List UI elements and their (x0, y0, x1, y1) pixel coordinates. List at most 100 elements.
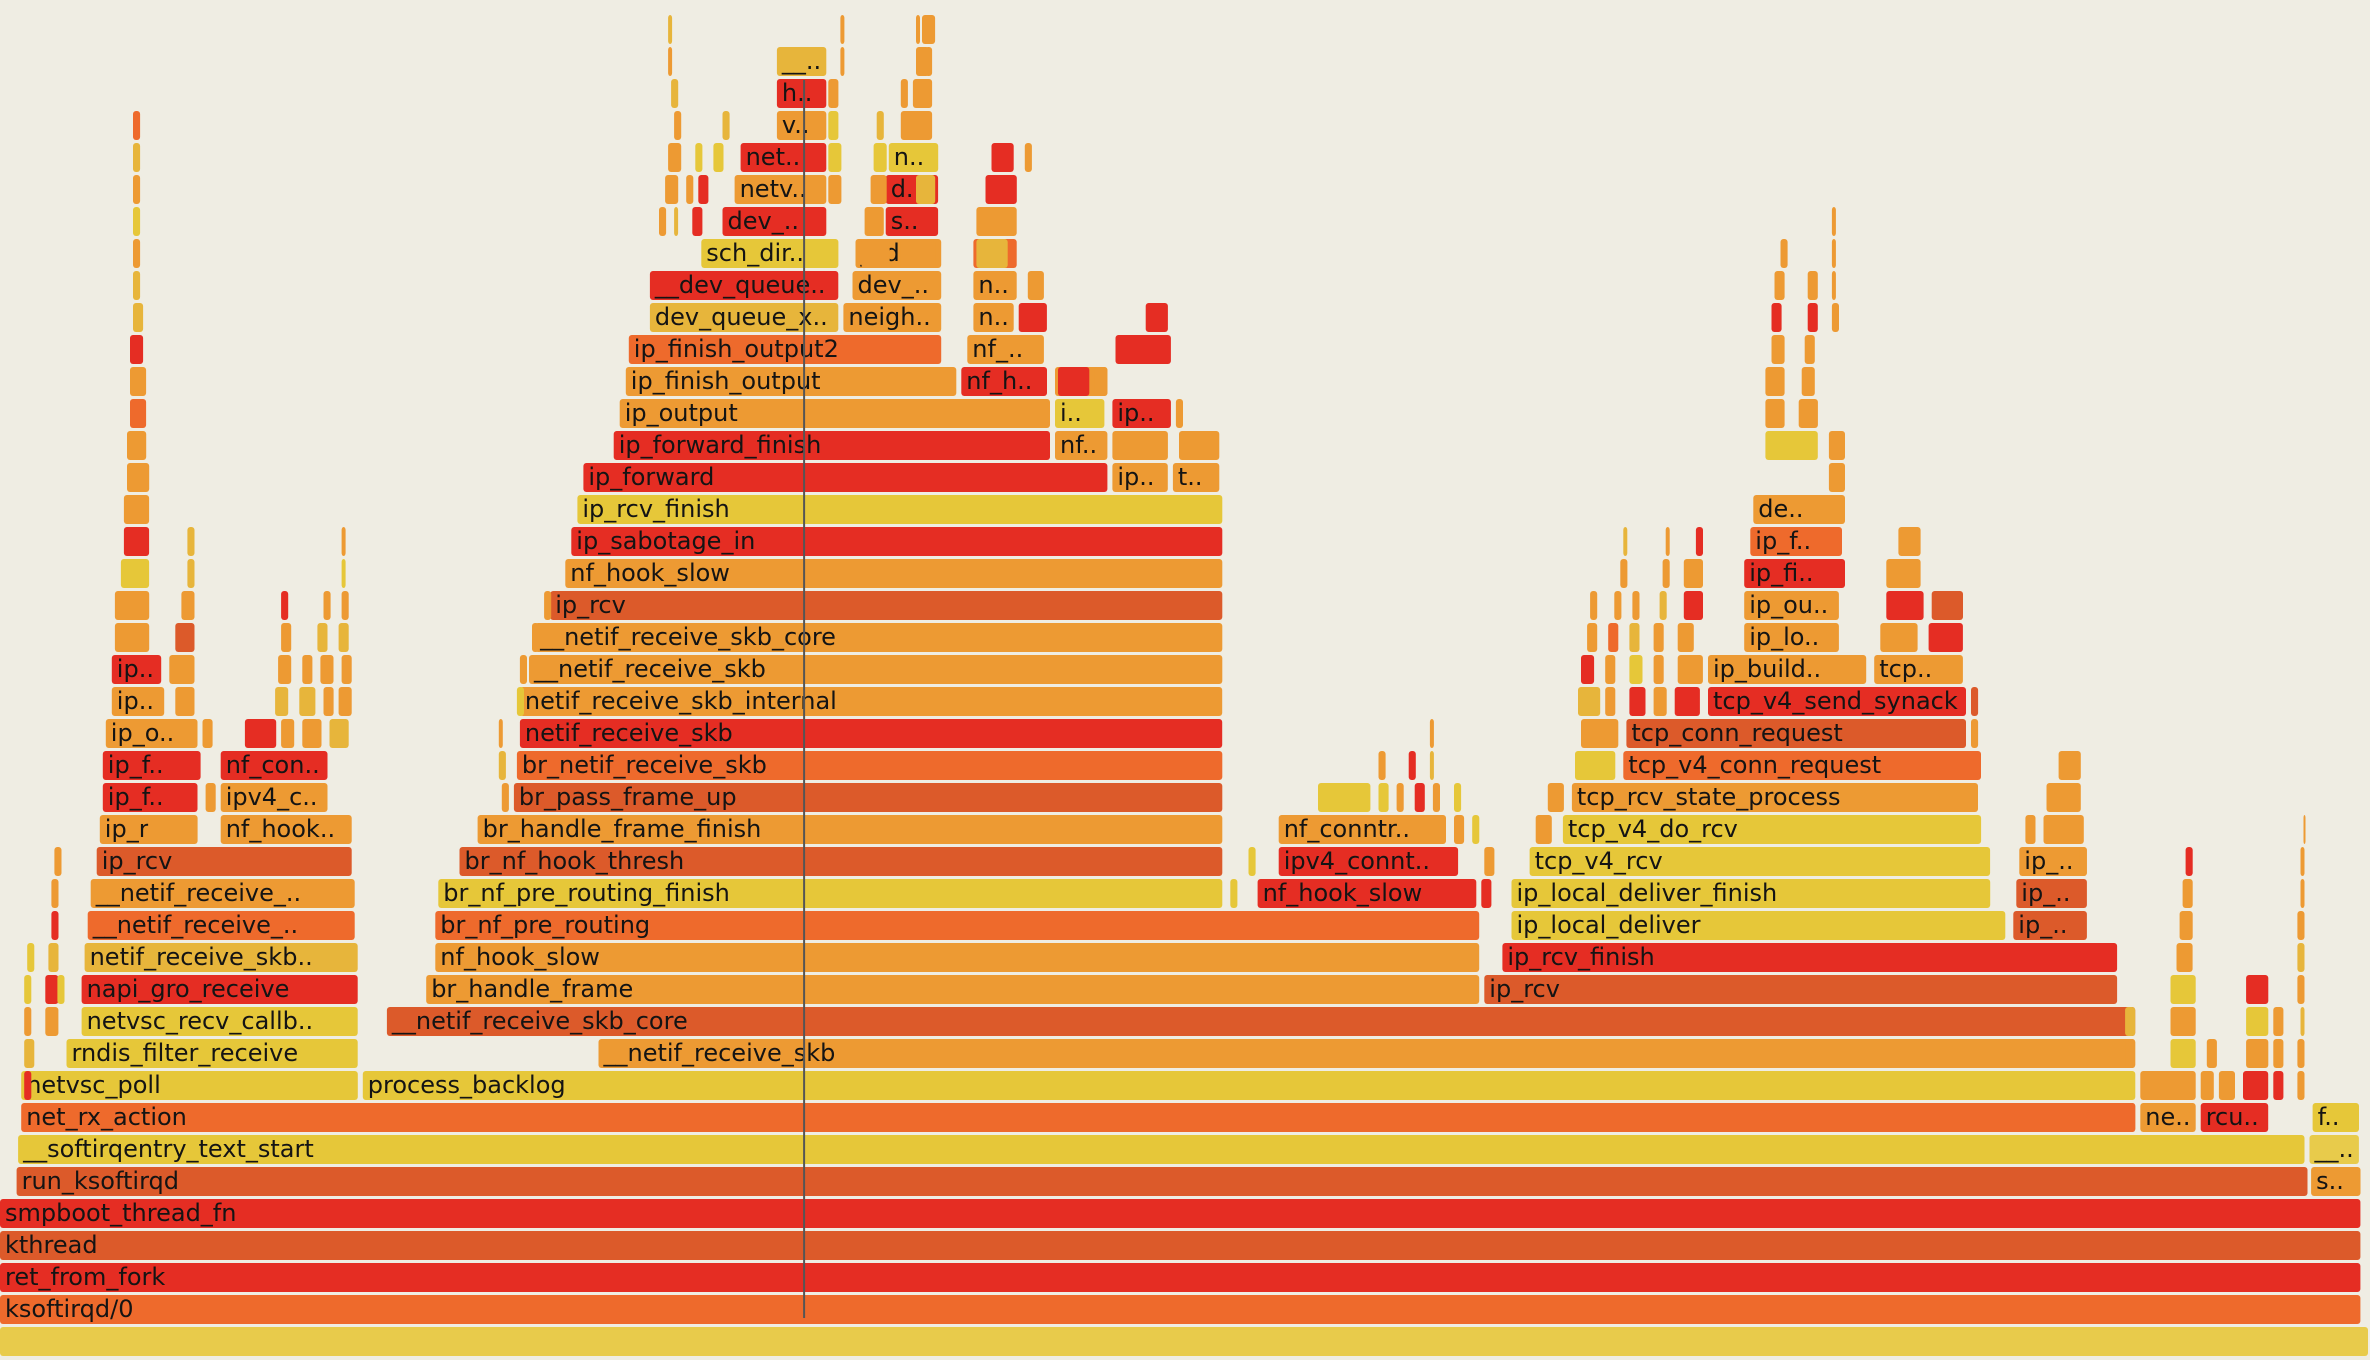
frame-rect[interactable] (341, 655, 352, 684)
frame-rect[interactable] (2176, 943, 2193, 972)
frame-ip-o-[interactable]: ip_o.. (105, 719, 198, 748)
frame-rect[interactable] (843, 303, 942, 332)
frame-unlabeled[interactable] (519, 655, 527, 684)
frame-f-[interactable]: f.. (2312, 1103, 2359, 1132)
frame-rect[interactable] (885, 207, 939, 236)
frame-rect[interactable] (1511, 911, 2006, 940)
frame-t-[interactable]: t.. (1172, 463, 1220, 492)
frame-rect[interactable] (18, 1135, 2305, 1164)
frame-napi-gro-receive[interactable]: napi_gro_receive (81, 975, 358, 1004)
frame-unlabeled[interactable] (900, 239, 936, 268)
frame-nf-hook-slow[interactable]: nf_hook_slow (1257, 879, 1477, 908)
frame-rect[interactable] (828, 175, 842, 204)
frame--softirqentry-text-start[interactable]: __softirqentry_text_start (18, 1135, 2305, 1164)
frame-rect[interactable] (0, 1263, 2361, 1292)
frame-n-[interactable]: n.. (888, 143, 939, 172)
frame-unlabeled[interactable] (876, 111, 884, 140)
frame-rect[interactable] (1481, 879, 1492, 908)
frame-rect[interactable] (66, 1039, 358, 1068)
frame-unlabeled[interactable] (130, 335, 144, 364)
frame-rect[interactable] (341, 591, 349, 620)
frame-rect[interactable] (338, 623, 349, 652)
frame-unlabeled[interactable] (668, 15, 673, 44)
frame-rect[interactable] (1708, 655, 1867, 684)
frame-rect[interactable] (2179, 911, 2193, 940)
frame-rect[interactable] (1432, 783, 1440, 812)
frame-unlabeled[interactable] (2185, 847, 2193, 876)
frame-rect[interactable] (722, 111, 730, 140)
frame-unlabeled[interactable] (828, 143, 842, 172)
frame-rect[interactable] (1629, 655, 1643, 684)
frame-rect[interactable] (1429, 719, 1434, 748)
frame-rect[interactable] (1771, 335, 1785, 364)
frame-rect[interactable] (133, 271, 141, 300)
frame-unlabeled[interactable] (976, 239, 1008, 268)
frame-rndis-filter-receive[interactable]: rndis_filter_receive (66, 1039, 358, 1068)
frame-rect[interactable] (1677, 623, 1694, 652)
frame-rect[interactable] (1744, 559, 1845, 588)
frame-rect[interactable] (130, 367, 147, 396)
frame-rect[interactable] (87, 911, 355, 940)
frame-rect[interactable] (583, 463, 1108, 492)
frame-rect[interactable] (111, 687, 165, 716)
frame-unlabeled[interactable] (1623, 527, 1628, 556)
frame-ne-[interactable]: ne.. (2140, 1103, 2196, 1132)
frame-unlabeled[interactable] (2170, 1039, 2196, 1068)
frame-unlabeled[interactable] (133, 271, 141, 300)
frame-unlabeled[interactable] (48, 943, 59, 972)
frame-rect[interactable] (0, 1199, 2361, 1228)
frame--dev-queue-[interactable]: __dev_queue.. (649, 271, 839, 300)
frame-rect[interactable] (1665, 527, 1670, 556)
frame-dev-queue-x-[interactable]: dev_queue_x.. (649, 303, 839, 332)
frame-rect[interactable] (2140, 1103, 2196, 1132)
frame-rect[interactable] (123, 495, 150, 524)
frame-rect[interactable] (1535, 815, 1552, 844)
frame-rect[interactable] (1027, 271, 1044, 300)
frame-rect[interactable] (202, 719, 213, 748)
frame-unlabeled[interactable] (1695, 527, 1703, 556)
frame-unlabeled[interactable] (2297, 911, 2305, 940)
frame-unlabeled[interactable] (2122, 1103, 2136, 1132)
frame-unlabeled[interactable] (2058, 751, 2081, 780)
frame-unlabeled[interactable] (133, 239, 141, 268)
frame-rect[interactable] (1828, 463, 1845, 492)
frame-net-[interactable]: net.. (740, 143, 827, 172)
frame-unlabeled[interactable] (45, 975, 59, 1004)
frame-rect[interactable] (114, 591, 150, 620)
frame-unlabeled[interactable] (1608, 623, 1619, 652)
frame-rect[interactable] (133, 239, 141, 268)
frame-tcp-rcv-state-process[interactable]: tcp_rcv_state_process (1571, 783, 1978, 812)
frame-unlabeled[interactable] (202, 719, 213, 748)
frame-rect[interactable] (1257, 879, 1477, 908)
frame-ip-output[interactable]: ip_output (619, 399, 1050, 428)
frame-i-[interactable]: i.. (1055, 399, 1105, 428)
frame-unlabeled[interactable] (1535, 815, 1552, 844)
frame-rect[interactable] (2170, 1039, 2196, 1068)
frame-rect[interactable] (2046, 783, 2081, 812)
frame-rect[interactable] (1396, 783, 1404, 812)
frame-rect[interactable] (281, 623, 292, 652)
frame-unlabeled[interactable] (1674, 687, 1700, 716)
frame-unlabeled[interactable] (57, 975, 65, 1004)
frame-nf-hook-slow[interactable]: nf_hook_slow (435, 943, 1480, 972)
frame-unlabeled[interactable] (341, 655, 352, 684)
frame-unlabeled[interactable] (1677, 623, 1694, 652)
frame-rect[interactable] (1484, 975, 2118, 1004)
frame-unlabeled[interactable] (861, 239, 890, 268)
frame-rect[interactable] (1562, 815, 1982, 844)
frame-unlabeled[interactable] (722, 111, 730, 140)
frame-rect[interactable] (48, 943, 59, 972)
frame-rect[interactable] (1695, 527, 1703, 556)
frame-rect[interactable] (649, 303, 839, 332)
frame-rcu-[interactable]: rcu.. (2200, 1103, 2269, 1132)
frame-ip-[interactable]: ip_.. (2019, 847, 2087, 876)
frame-unlabeled[interactable] (1547, 783, 1564, 812)
frame-rect[interactable] (973, 303, 1014, 332)
frame-unlabeled[interactable] (1771, 303, 1782, 332)
frame-rect[interactable] (130, 399, 147, 428)
frame-rect[interactable] (278, 655, 292, 684)
frame-rect[interactable] (1659, 591, 1667, 620)
frame-ip-f-[interactable]: ip_f.. (1750, 527, 1842, 556)
frame-rect[interactable] (96, 847, 352, 876)
frame-rect[interactable] (674, 111, 682, 140)
